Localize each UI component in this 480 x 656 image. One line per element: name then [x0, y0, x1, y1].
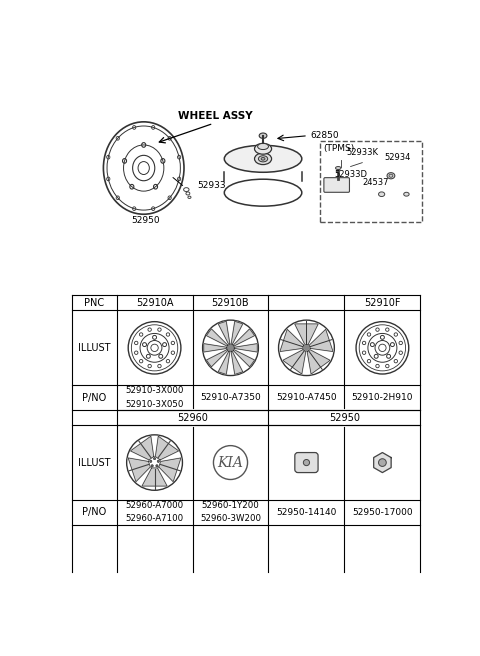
- Polygon shape: [307, 350, 330, 374]
- Text: 52910B: 52910B: [212, 298, 249, 308]
- Ellipse shape: [258, 144, 268, 150]
- Text: ILLUST: ILLUST: [78, 343, 110, 353]
- Polygon shape: [131, 436, 154, 460]
- Ellipse shape: [404, 192, 409, 196]
- Polygon shape: [283, 350, 306, 374]
- Circle shape: [154, 457, 156, 460]
- FancyBboxPatch shape: [324, 178, 349, 192]
- Ellipse shape: [254, 144, 272, 154]
- Text: 52910-3X000
52910-3X050: 52910-3X000 52910-3X050: [125, 386, 184, 409]
- Polygon shape: [280, 329, 304, 352]
- Ellipse shape: [259, 133, 267, 138]
- Text: PNC: PNC: [84, 298, 104, 308]
- Ellipse shape: [258, 155, 268, 162]
- Polygon shape: [204, 344, 227, 352]
- Polygon shape: [231, 352, 243, 375]
- Text: ILLUST: ILLUST: [78, 458, 110, 468]
- Polygon shape: [159, 458, 181, 482]
- Polygon shape: [373, 453, 391, 472]
- Text: 52910-2H910: 52910-2H910: [352, 393, 413, 402]
- Text: 52933K: 52933K: [346, 148, 378, 157]
- Polygon shape: [218, 352, 230, 375]
- Ellipse shape: [389, 174, 393, 177]
- Polygon shape: [233, 329, 254, 346]
- Ellipse shape: [254, 153, 272, 165]
- Text: 52910-A7350: 52910-A7350: [200, 393, 261, 402]
- Ellipse shape: [224, 146, 302, 173]
- Circle shape: [303, 459, 310, 466]
- Polygon shape: [156, 436, 179, 460]
- Circle shape: [151, 464, 153, 467]
- Polygon shape: [206, 350, 228, 367]
- Circle shape: [157, 461, 159, 462]
- Polygon shape: [128, 458, 150, 482]
- FancyBboxPatch shape: [295, 453, 318, 472]
- Text: P/NO: P/NO: [82, 507, 106, 517]
- Text: KIA: KIA: [217, 455, 243, 470]
- Text: 52960-A7000
52960-A7100: 52960-A7000 52960-A7100: [125, 501, 184, 523]
- Text: 52960: 52960: [177, 413, 208, 422]
- Text: 52934: 52934: [384, 153, 410, 161]
- Text: 52950: 52950: [329, 413, 360, 422]
- Text: 62850: 62850: [311, 131, 339, 140]
- Ellipse shape: [261, 157, 265, 160]
- Text: 52933: 52933: [197, 181, 226, 190]
- Text: WHEEL ASSY: WHEEL ASSY: [178, 111, 252, 121]
- Text: 52910-A7450: 52910-A7450: [276, 393, 337, 402]
- Text: 52950-14140: 52950-14140: [276, 508, 336, 517]
- Text: 52933D: 52933D: [334, 171, 367, 179]
- Circle shape: [379, 459, 386, 466]
- Polygon shape: [231, 321, 243, 344]
- Polygon shape: [206, 329, 228, 346]
- Polygon shape: [234, 344, 257, 352]
- Text: 52950-17000: 52950-17000: [352, 508, 413, 517]
- Circle shape: [150, 461, 152, 462]
- Polygon shape: [309, 329, 333, 352]
- Text: 24537: 24537: [362, 178, 389, 187]
- Circle shape: [227, 344, 234, 352]
- Circle shape: [303, 344, 310, 352]
- Circle shape: [156, 464, 158, 467]
- Ellipse shape: [387, 173, 395, 179]
- Polygon shape: [142, 468, 167, 486]
- Text: 52960-1Y200
52960-3W200: 52960-1Y200 52960-3W200: [200, 501, 261, 523]
- Polygon shape: [218, 321, 230, 344]
- Polygon shape: [233, 350, 254, 367]
- Text: 52910A: 52910A: [136, 298, 173, 308]
- Text: 52910F: 52910F: [364, 298, 401, 308]
- Ellipse shape: [336, 167, 341, 170]
- Ellipse shape: [379, 192, 385, 197]
- Polygon shape: [295, 324, 318, 344]
- Text: (TPMS): (TPMS): [324, 144, 355, 153]
- Text: 52950: 52950: [132, 216, 160, 225]
- Text: P/NO: P/NO: [82, 392, 106, 403]
